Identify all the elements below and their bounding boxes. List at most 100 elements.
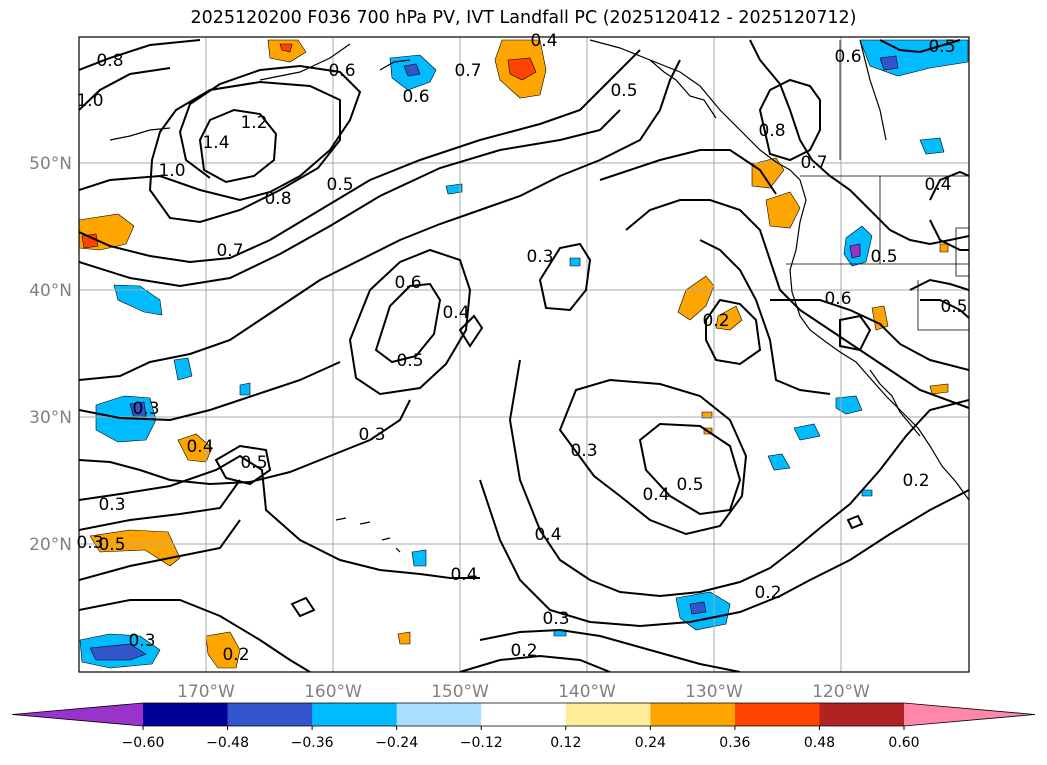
colorbar-tick-label: 0.36 xyxy=(719,735,750,751)
lon-axis: 170°W 160°W 150°W 140°W 130°W 120°W xyxy=(177,682,870,702)
anomaly-patch xyxy=(715,305,743,331)
pv-contour-label: 0.2 xyxy=(510,641,537,661)
pv-contour-label: 0.2 xyxy=(902,471,929,491)
pv-contours xyxy=(79,39,969,672)
pv-contour-label: 0.5 xyxy=(396,351,423,371)
map-title: 2025120200 F036 700 hPa PV, IVT Landfall… xyxy=(190,8,857,28)
colorbar-segment xyxy=(650,703,736,726)
pv-contour-label: 0.4 xyxy=(450,565,477,585)
anomaly-patch xyxy=(939,243,949,253)
anomaly-patch xyxy=(173,357,193,381)
anomaly-patch xyxy=(677,275,715,321)
pv-contour-label: 0.5 xyxy=(676,475,703,495)
pv-contour-label: 0.3 xyxy=(132,399,159,419)
pv-contour-label: 0.3 xyxy=(358,425,385,445)
pv-contour-label: 0.4 xyxy=(642,485,669,505)
pv-contour-label: 0.6 xyxy=(394,273,421,293)
anomaly-patch xyxy=(89,529,181,567)
pv-contour-label: 0.6 xyxy=(834,47,861,67)
colorbar-tick-label: 0.12 xyxy=(550,735,581,751)
anomaly-patch xyxy=(835,395,863,415)
pv-contour-label: 0.5 xyxy=(928,37,955,57)
pv-contour-label: 0.4 xyxy=(534,525,561,545)
coastlines xyxy=(109,39,969,553)
ivt-anomaly-patches xyxy=(79,39,969,669)
pv-contour-label: 0.6 xyxy=(402,87,429,107)
anomaly-patch xyxy=(507,57,537,81)
colorbar-segment xyxy=(396,703,482,726)
anomaly-patch xyxy=(767,453,791,471)
colorbar-tick-label: −0.36 xyxy=(291,735,334,751)
pv-contour-label: 0.3 xyxy=(570,441,597,461)
lat-tick-label: 50°N xyxy=(29,154,72,174)
anomaly-patch xyxy=(929,383,949,395)
pv-contour-label: 0.4 xyxy=(442,303,469,323)
pv-contour-label: 0.3 xyxy=(526,247,553,267)
lon-tick-label: 140°W xyxy=(558,682,616,702)
anomaly-patch xyxy=(793,423,821,441)
anomaly-patch xyxy=(861,489,873,497)
pv-contour-label: 0.4 xyxy=(530,31,557,51)
colorbar-tick-label: 0.48 xyxy=(804,735,835,751)
pv-contour-label: 0.2 xyxy=(222,645,249,665)
lon-tick-label: 150°W xyxy=(431,682,489,702)
pv-contour-label: 0.5 xyxy=(610,81,637,101)
pv-contour-label: 0.8 xyxy=(96,51,123,71)
colorbar: −0.60 −0.48 −0.36 −0.24 −0.12 0.12 0.24 0.36 0.4… xyxy=(11,702,1036,751)
lon-tick-label: 130°W xyxy=(685,682,743,702)
colorbar-tick-label: −0.60 xyxy=(122,735,165,751)
pv-contour-label: 0.4 xyxy=(186,437,213,457)
pv-contour-label: 0.5 xyxy=(98,535,125,555)
anomaly-patch xyxy=(849,243,861,259)
anomaly-patch xyxy=(397,631,411,645)
pv-contour-label: 1.4 xyxy=(202,133,229,153)
anomaly-patch xyxy=(871,305,889,331)
pv-contour-label: 0.3 xyxy=(542,609,569,629)
pv-contour-label: 0.4 xyxy=(924,175,951,195)
pv-contour-label: 0.2 xyxy=(702,311,729,331)
pv-contour-label: 0.5 xyxy=(326,175,353,195)
pv-contour-label: 0.5 xyxy=(940,297,967,317)
map-gridlines xyxy=(79,37,969,672)
colorbar-segment xyxy=(481,703,567,726)
anomaly-patch xyxy=(129,401,147,419)
anomaly-patch xyxy=(113,284,163,316)
lon-tick-label: 120°W xyxy=(812,682,870,702)
anomaly-patch xyxy=(239,382,251,396)
pv-contour-label: 0.8 xyxy=(264,189,291,209)
pv-contour-label: 0.8 xyxy=(758,121,785,141)
map-frame xyxy=(78,36,970,673)
anomaly-patch xyxy=(279,43,293,53)
pv-contour-label: 1.2 xyxy=(240,113,267,133)
lon-tick-label: 160°W xyxy=(304,682,362,702)
pv-contour-label: 0.7 xyxy=(216,241,243,261)
pv-contour-labels: 0.8 1.0 1.2 1.4 1.0 0.8 0.7 0.6 0.6 0.7 … xyxy=(76,31,967,665)
colorbar-extend-low xyxy=(12,703,143,726)
lat-tick-label: 40°N xyxy=(29,281,72,301)
colorbar-segment xyxy=(565,703,651,726)
anomaly-patch xyxy=(689,601,707,615)
colorbar-segment xyxy=(734,703,820,726)
anomaly-patch xyxy=(411,549,427,567)
pv-contour-label: 0.3 xyxy=(128,631,155,651)
lat-tick-label: 30°N xyxy=(29,408,72,428)
pv-contour-label: 0.2 xyxy=(754,583,781,603)
colorbar-tick-label: −0.48 xyxy=(206,735,249,751)
pv-contour-label: 0.5 xyxy=(240,453,267,473)
colorbar-segment xyxy=(312,703,398,726)
colorbar-tick-label: 0.60 xyxy=(888,735,919,751)
pv-contour-label: 0.5 xyxy=(870,247,897,267)
pv-contour-label: 0.3 xyxy=(76,533,103,553)
anomaly-patch xyxy=(919,137,945,155)
pv-contour-label: 0.3 xyxy=(98,495,125,515)
colorbar-extend-high xyxy=(904,703,1035,726)
colorbar-segment xyxy=(143,703,229,726)
colorbar-segment xyxy=(227,703,313,726)
colorbar-tick-label: −0.12 xyxy=(460,735,503,751)
lon-tick-label: 170°W xyxy=(177,682,235,702)
colorbar-tick-label: 0.24 xyxy=(635,735,666,751)
anomaly-patch xyxy=(445,183,463,195)
anomaly-patch xyxy=(81,233,99,249)
anomaly-patch xyxy=(879,55,899,71)
pv-contour-label: 0.6 xyxy=(328,61,355,81)
